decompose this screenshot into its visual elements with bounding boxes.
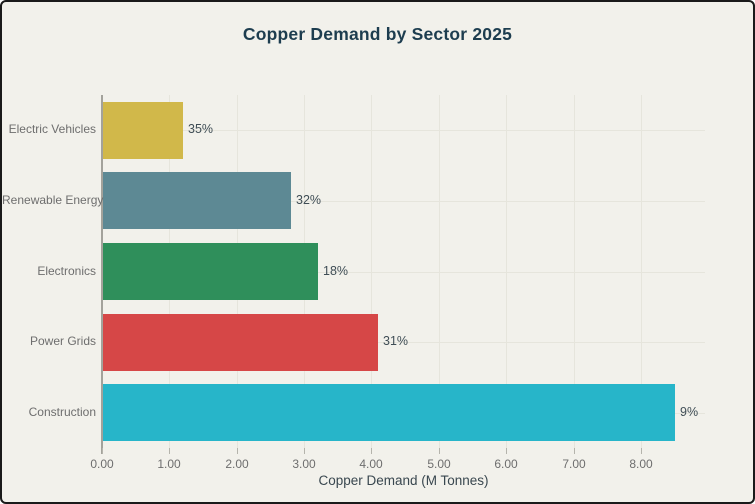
- x-tick-label: 5.00: [427, 457, 451, 471]
- gridline-vertical: [371, 95, 372, 448]
- bar-electric-vehicles: [102, 102, 183, 159]
- x-tick-label: 0.00: [90, 457, 114, 471]
- gridline-horizontal: [102, 130, 705, 131]
- gridline-horizontal: [102, 201, 705, 202]
- chart-title: Copper Demand by Sector 2025: [242, 24, 513, 44]
- x-axis-title: Copper Demand (M Tonnes): [318, 473, 489, 488]
- x-tick-mark: [237, 448, 238, 454]
- bar-construction: [102, 384, 675, 441]
- x-tick-label: 2.00: [225, 457, 249, 471]
- x-tick-label: 4.00: [359, 457, 383, 471]
- bar-value-label: 18%: [323, 264, 349, 278]
- x-tick-label: 6.00: [494, 457, 518, 471]
- x-tick-label: 7.00: [562, 457, 586, 471]
- x-tick-label: 3.00: [292, 457, 316, 471]
- bar-renewable-energy: [102, 172, 291, 229]
- bar-value-label: 9%: [680, 405, 699, 419]
- gridline-vertical: [506, 95, 507, 448]
- y-axis-line: [101, 95, 103, 454]
- x-tick-mark: [439, 448, 440, 454]
- category-label-renewable-energy: Renewable Energy: [2, 193, 104, 207]
- x-tick-mark: [574, 448, 575, 454]
- x-tick-mark: [169, 448, 170, 454]
- bar-electronics: [102, 243, 318, 300]
- category-label-electronics: Electronics: [37, 264, 96, 278]
- gridline-vertical: [641, 95, 642, 448]
- x-tick-label: 1.00: [157, 457, 181, 471]
- x-tick-mark: [371, 448, 372, 454]
- x-tick-mark: [641, 448, 642, 454]
- bar-value-label: 35%: [188, 122, 214, 136]
- plot-area: 35% 32% 18% 31% 9%: [102, 95, 705, 448]
- x-tick-mark: [506, 448, 507, 454]
- gridline-horizontal: [102, 272, 705, 273]
- gridline-vertical: [439, 95, 440, 448]
- bar-value-label: 32%: [296, 193, 322, 207]
- x-tick-mark: [102, 448, 103, 454]
- bar-power-grids: [102, 314, 378, 371]
- x-tick-label: 8.00: [629, 457, 653, 471]
- gridline-vertical: [574, 95, 575, 448]
- bar-value-label: 31%: [383, 334, 409, 348]
- gridline-horizontal: [102, 342, 705, 343]
- category-label-electric-vehicles: Electric Vehicles: [8, 122, 96, 136]
- category-label-construction: Construction: [28, 405, 96, 419]
- x-tick-mark: [304, 448, 305, 454]
- category-label-power-grids: Power Grids: [29, 334, 96, 348]
